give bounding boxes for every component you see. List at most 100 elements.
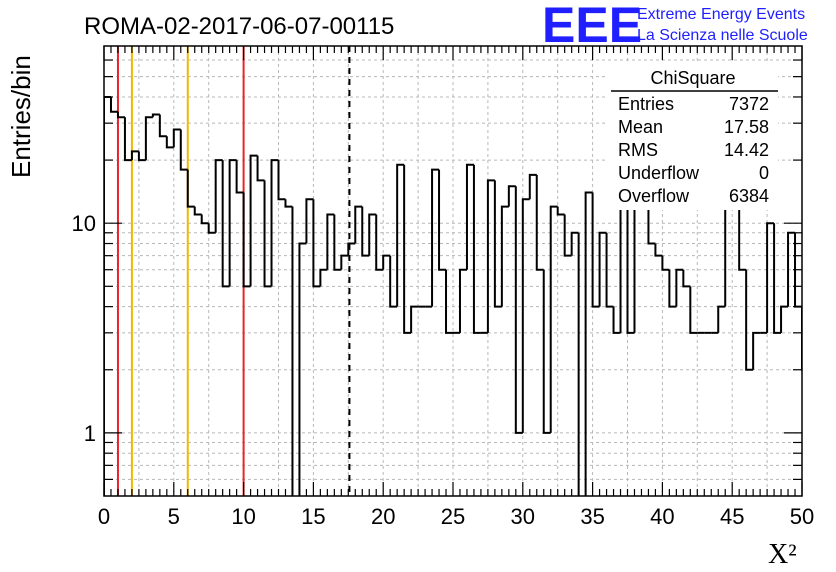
logo-line2: La Scienza nelle Scuole: [637, 27, 808, 44]
histogram-bin: [403, 164, 412, 334]
histogram-bin: [200, 214, 209, 225]
histogram-bin: [340, 254, 349, 270]
x-tick-label: 10: [231, 504, 255, 529]
histogram-bin: [144, 116, 153, 161]
histogram-bin: [270, 159, 279, 287]
x-axis-title: X²: [768, 539, 797, 570]
stats-value-mean: 17.58: [724, 117, 769, 137]
histogram-bin: [823, 233, 830, 270]
stats-label-mean: Mean: [618, 117, 663, 137]
histogram-bin: [263, 180, 272, 288]
eee-logo: EEE Extreme Energy Events La Scienza nel…: [542, 0, 808, 53]
histogram-bin: [368, 213, 377, 256]
histogram-bin: [773, 223, 782, 334]
tick-labels: 0 5 10 15 20 25 30 35 40 45 50 1 10: [72, 211, 815, 529]
histogram-bin: [375, 214, 384, 271]
histogram-bin: [689, 286, 698, 334]
x-tick-label: 50: [790, 504, 814, 529]
histogram-bin: [556, 206, 565, 216]
histogram-bin: [249, 154, 258, 287]
histogram-bin: [542, 269, 551, 434]
histogram-bin: [514, 186, 523, 434]
stats-value-rms: 14.42: [724, 140, 769, 160]
histogram-bin: [312, 199, 321, 288]
axes: [103, 45, 803, 497]
histogram-bin: [570, 231, 579, 256]
histogram-bin: [507, 185, 516, 207]
x-tick-label: 45: [720, 504, 744, 529]
histogram-bin: [235, 160, 244, 194]
histogram-bin: [305, 198, 314, 244]
stats-value-overflow: 6384: [729, 186, 769, 206]
histogram-bin: [675, 268, 684, 307]
histogram-bin: [438, 169, 447, 271]
x-tick-label: 35: [580, 504, 604, 529]
histogram-bin: [668, 269, 677, 308]
histogram-bin: [577, 232, 580, 496]
histogram-bin: [738, 192, 747, 271]
histogram-bin: [682, 269, 691, 288]
histogram-bin: [521, 198, 530, 433]
histogram-bin: [123, 117, 132, 162]
logo-letters: EEE: [542, 0, 642, 53]
histogram-bin: [410, 305, 419, 333]
histogram-bin: [179, 129, 188, 171]
histogram-bin: [801, 306, 802, 371]
chart-title: ROMA-02-2017-06-07-00115: [84, 13, 394, 40]
histogram-bin: [172, 128, 181, 148]
histogram-bin: [214, 159, 223, 233]
histogram-bin: [809, 286, 816, 369]
histogram-bin: [535, 174, 544, 271]
stats-label-underflow: Underflow: [618, 163, 700, 183]
histogram-bin: [431, 168, 440, 307]
histogram-bin: [816, 233, 823, 287]
histogram-bin: [528, 173, 537, 200]
histogram-bin: [193, 206, 202, 216]
histogram-bin: [780, 305, 789, 333]
histogram-bin: [382, 254, 391, 270]
histogram-bin: [326, 213, 335, 270]
stats-value-entries: 7372: [729, 94, 769, 114]
logo-line1: Extreme Energy Events: [637, 6, 805, 23]
histogram-bin: [298, 242, 307, 496]
histogram-bin: [465, 163, 474, 270]
x-tick-label: 0: [98, 504, 110, 529]
histogram-bin: [256, 155, 265, 182]
histogram-bin: [661, 255, 670, 271]
histogram-bin: [354, 205, 363, 244]
stats-box-bg: [608, 62, 778, 210]
y-tick-label: 1: [84, 421, 96, 446]
histogram-bin: [598, 231, 607, 307]
histogram-bin: [284, 199, 293, 208]
histogram-bin: [333, 214, 342, 271]
histogram-bin: [291, 206, 294, 496]
marker-lines: [116, 46, 351, 496]
histogram-bin: [396, 163, 405, 307]
histogram-bin: [151, 113, 160, 118]
y-axis-title: Entries/bin: [6, 55, 36, 178]
histogram-bin: [116, 111, 125, 119]
histogram-bin: [472, 164, 481, 334]
histogram-bin: [458, 268, 467, 333]
histogram-bin: [654, 243, 663, 257]
histogram-bin: [830, 270, 836, 433]
histogram-bin: [277, 160, 286, 201]
histogram-bin: [612, 306, 621, 334]
x-tick-label: 30: [511, 504, 535, 529]
histogram-bin: [787, 231, 796, 307]
x-tick-label: 25: [441, 504, 465, 529]
histogram-bin: [563, 214, 572, 257]
histogram-bin: [626, 199, 635, 334]
x-tick-label: 15: [301, 504, 325, 529]
histogram-bin: [361, 206, 370, 257]
grid: [104, 46, 802, 496]
histogram-bin: [591, 192, 600, 308]
histogram-bin: [619, 198, 628, 333]
histogram-bin: [207, 223, 216, 234]
y-tick-label: 10: [72, 211, 96, 236]
histogram-bin: [130, 150, 139, 161]
histogram-bin: [752, 331, 761, 370]
histogram-bin: [165, 136, 174, 149]
histogram-bin: [186, 169, 195, 208]
